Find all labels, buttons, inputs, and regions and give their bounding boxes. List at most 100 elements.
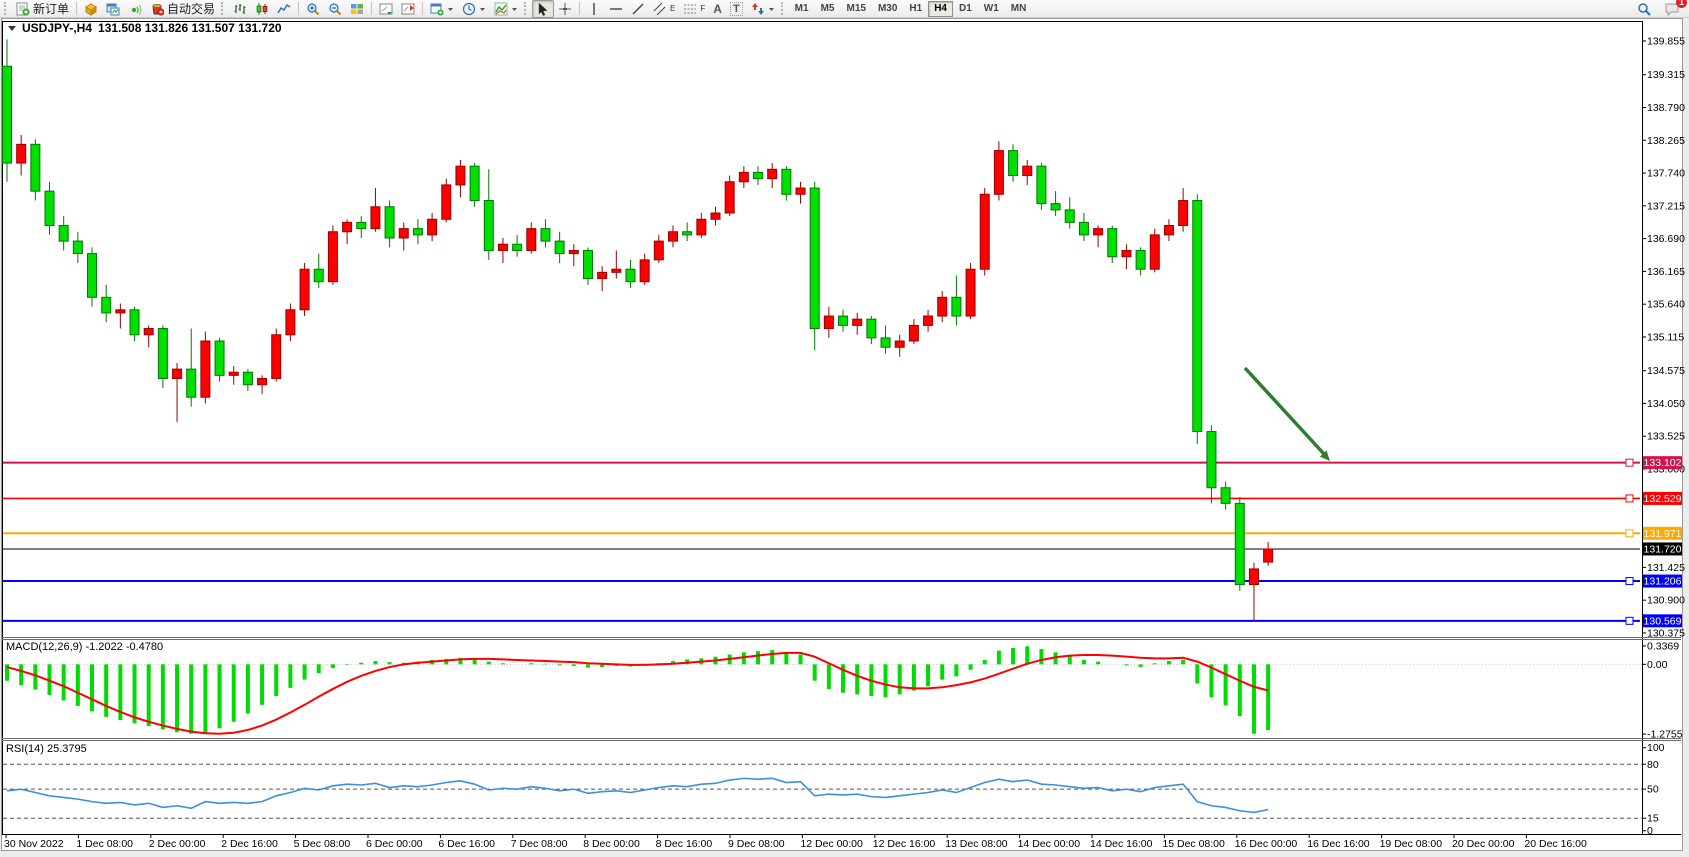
chart-window[interactable] <box>1 18 1683 851</box>
chart-shift-button[interactable] <box>397 0 419 18</box>
svg-text:2 Dec 00:00: 2 Dec 00:00 <box>149 838 206 850</box>
zoom-in-icon <box>306 2 320 16</box>
arrows-button[interactable] <box>747 0 779 18</box>
timeframe-d1[interactable]: D1 <box>958 2 972 14</box>
toolbar-grip <box>524 2 530 15</box>
svg-text:12 Dec 16:00: 12 Dec 16:00 <box>873 838 936 850</box>
equidistant-channel-label: E <box>670 4 676 13</box>
price-badge[interactable] <box>1643 574 1682 588</box>
text-label-button[interactable]: T <box>726 0 747 18</box>
new-chart-button[interactable] <box>426 0 458 18</box>
fibonacci-button[interactable]: F <box>679 0 709 18</box>
price-badges[interactable]: 133.102 132.529 131.971 131.720 131.206 130.5… <box>1643 456 1682 628</box>
toolbar-separator <box>579 2 581 15</box>
crosshair-button[interactable] <box>554 0 576 18</box>
level-line-handle[interactable] <box>1625 494 1634 503</box>
svg-text:9 Dec 08:00: 9 Dec 08:00 <box>728 838 785 850</box>
search-button[interactable] <box>1633 0 1655 18</box>
svg-text:0.3369: 0.3369 <box>1647 640 1679 652</box>
svg-text:6 Dec 16:00: 6 Dec 16:00 <box>438 838 495 850</box>
svg-text:19 Dec 08:00: 19 Dec 08:00 <box>1380 838 1443 850</box>
notifications-button[interactable]: 1 <box>1661 0 1687 18</box>
price-badge[interactable] <box>1643 614 1682 628</box>
periods-button[interactable] <box>458 0 490 18</box>
svg-text:135.115: 135.115 <box>1647 331 1684 343</box>
bar-chart-icon <box>233 2 247 16</box>
cursor-button[interactable] <box>532 0 555 18</box>
svg-text:14 Dec 00:00: 14 Dec 00:00 <box>1018 838 1081 850</box>
timeframe-m5[interactable]: M5 <box>820 2 835 14</box>
crosshair-icon <box>558 2 572 16</box>
auto-trading-icon <box>150 2 165 16</box>
svg-text:133.102: 133.102 <box>1644 457 1682 469</box>
timeframe-m15[interactable]: M15 <box>846 2 866 14</box>
price-badge[interactable] <box>1643 491 1682 505</box>
new-order-button[interactable]: 新订单 <box>12 0 73 18</box>
main-toolbar: 新订单 自动交易 <box>0 0 1689 18</box>
svg-text:15: 15 <box>1647 813 1659 825</box>
dropdown-caret-icon <box>511 2 518 16</box>
one-click-trading-toggle-icon[interactable] <box>8 25 16 31</box>
svg-text:5 Dec 08:00: 5 Dec 08:00 <box>294 838 351 850</box>
svg-text:13 Dec 08:00: 13 Dec 08:00 <box>945 838 1008 850</box>
zoom-in-button[interactable] <box>302 0 324 18</box>
vertical-line-button[interactable] <box>583 0 605 18</box>
svg-text:100: 100 <box>1647 742 1665 754</box>
indicators-button[interactable] <box>490 0 522 18</box>
toolbar-grip <box>221 2 227 15</box>
svg-text:137.740: 137.740 <box>1647 168 1685 180</box>
svg-text:130.569: 130.569 <box>1644 615 1682 627</box>
time-axis: 30 Nov 2022 1 Dec 08:00 2 Dec 00:00 2 Dec 1… <box>4 834 1587 850</box>
auto-trading-button[interactable]: 自动交易 <box>146 0 219 18</box>
timeframe-m30[interactable]: M30 <box>877 2 898 14</box>
timeframe-w1[interactable]: W1 <box>983 2 999 14</box>
arrow-annotation[interactable] <box>1243 366 1330 461</box>
zoom-out-button[interactable] <box>324 0 346 18</box>
navigator-button[interactable] <box>102 0 124 18</box>
svg-text:16 Dec 00:00: 16 Dec 00:00 <box>1235 838 1298 850</box>
toolbar-separator <box>422 2 424 15</box>
macd-indicator-label: MACD(12,26,9) -1.2022 -0.4780 <box>6 641 164 653</box>
equidistant-channel-button[interactable]: E <box>649 0 679 18</box>
level-line-handle[interactable] <box>1625 458 1634 467</box>
timeframe-mn[interactable]: MN <box>1010 2 1027 14</box>
price-badge[interactable] <box>1643 526 1682 540</box>
timeframe-h1[interactable]: H1 <box>909 2 923 14</box>
market-watch-button[interactable] <box>80 0 102 18</box>
svg-text:0: 0 <box>1647 825 1653 837</box>
timeframe-h4[interactable]: H4 <box>928 0 953 17</box>
svg-text:12 Dec 00:00: 12 Dec 00:00 <box>800 838 863 850</box>
macd-panel <box>3 646 1642 735</box>
auto-scroll-button[interactable] <box>375 0 397 18</box>
candlestick-chart-button[interactable] <box>251 0 273 18</box>
line-chart-button[interactable] <box>273 0 295 18</box>
new-chart-icon <box>430 2 444 16</box>
level-line-handle[interactable] <box>1625 577 1634 586</box>
svg-text:2 Dec 16:00: 2 Dec 16:00 <box>221 838 278 850</box>
horizontal-line-button[interactable] <box>605 0 627 18</box>
bar-chart-button[interactable] <box>229 0 251 18</box>
svg-text:6 Dec 00:00: 6 Dec 00:00 <box>366 838 423 850</box>
tile-windows-button[interactable] <box>346 0 368 18</box>
signals-button[interactable] <box>124 0 146 18</box>
chart-symbol-title: USDJPY-,H4 <box>22 21 93 35</box>
level-line-handle[interactable] <box>1625 616 1634 625</box>
toolbar-separator <box>298 2 300 15</box>
toolbar-grip <box>4 2 10 15</box>
text-button[interactable]: A <box>709 0 726 18</box>
svg-text:138.790: 138.790 <box>1647 102 1685 114</box>
macd-axis: 0.3369 0.00 -1.2755 <box>1642 640 1683 741</box>
timeframe-m1[interactable]: M1 <box>794 2 809 14</box>
svg-text:133.525: 133.525 <box>1647 431 1685 443</box>
price-badge[interactable] <box>1643 542 1682 556</box>
zoom-out-icon <box>328 2 342 16</box>
price-badge[interactable] <box>1643 456 1682 470</box>
svg-text:136.165: 136.165 <box>1647 266 1685 278</box>
price-level-lines[interactable] <box>3 458 1640 625</box>
level-line-handle[interactable] <box>1625 529 1634 538</box>
new-order-label: 新订单 <box>33 2 70 16</box>
trendline-button[interactable] <box>627 0 649 18</box>
svg-text:7 Dec 08:00: 7 Dec 08:00 <box>511 838 568 850</box>
tile-windows-icon <box>350 2 364 16</box>
